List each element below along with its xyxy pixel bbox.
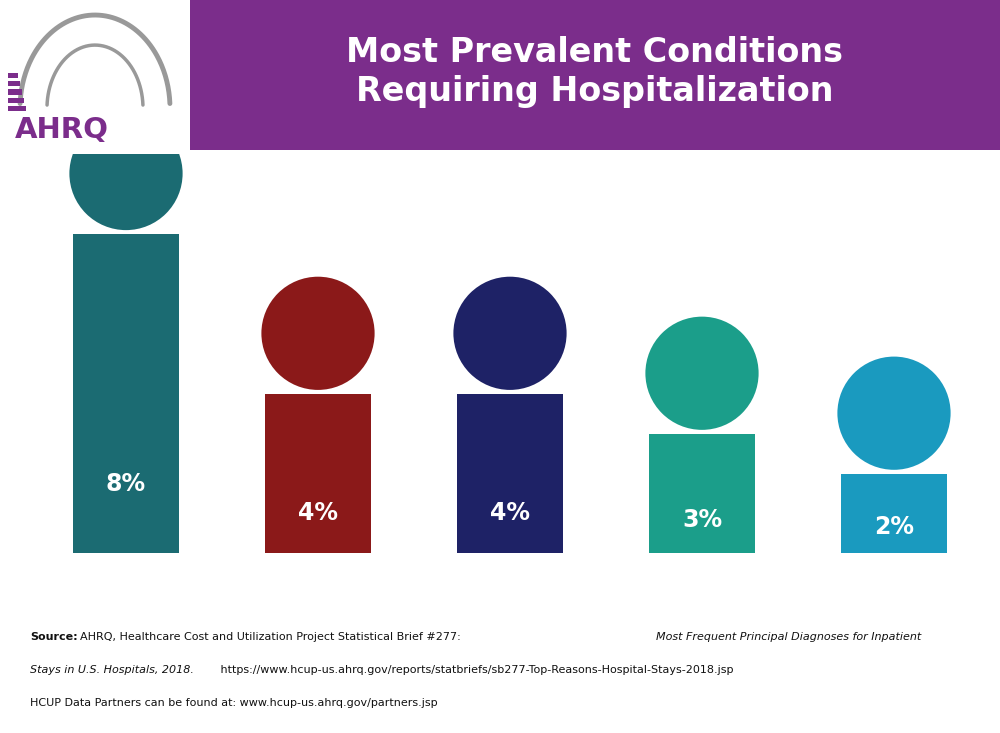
Text: Most Frequent Principal Diagnoses for Inpatient: Most Frequent Principal Diagnoses for In… (656, 632, 921, 642)
Text: 4%: 4% (490, 501, 530, 525)
Ellipse shape (260, 276, 376, 391)
Text: Percent of All Inpatient Stays in 2018: Percent of All Inpatient Stays in 2018 (356, 191, 735, 209)
Bar (841, 474, 947, 553)
Text: 2%: 2% (874, 515, 914, 539)
Ellipse shape (68, 116, 184, 232)
Bar (8, 73, 18, 78)
Text: Diabetes with
Complications: Diabetes with Complications (839, 571, 949, 601)
Bar (265, 394, 371, 553)
Text: Pneumonia: Pneumonia (658, 579, 746, 593)
Bar (0, 0, 190, 150)
Bar (8, 106, 26, 111)
Bar (8, 97, 24, 103)
Text: Osteoarthritis: Osteoarthritis (455, 579, 565, 593)
Ellipse shape (836, 356, 952, 471)
Text: Stays in U.S. Hospitals, 2018.: Stays in U.S. Hospitals, 2018. (30, 665, 194, 675)
Text: Septicemia: Septicemia (83, 579, 169, 593)
Bar (73, 234, 179, 553)
Text: 4%: 4% (298, 501, 338, 525)
Text: AHRQ: AHRQ (15, 117, 109, 144)
Ellipse shape (452, 276, 568, 391)
Text: Heart
Failure: Heart Failure (291, 571, 345, 601)
Text: HCUP Data Partners can be found at: www.hcup-us.ahrq.gov/partners.jsp: HCUP Data Partners can be found at: www.… (30, 698, 438, 708)
Text: AHRQ, Healthcare Cost and Utilization Project Statistical Brief #277:: AHRQ, Healthcare Cost and Utilization Pr… (80, 632, 464, 642)
Text: 3%: 3% (682, 508, 722, 532)
Text: Most Prevalent Conditions
Requiring Hospitalization: Most Prevalent Conditions Requiring Hosp… (347, 36, 844, 108)
Bar (8, 89, 22, 95)
Bar (457, 394, 563, 553)
Text: Source:: Source: (30, 632, 78, 642)
Ellipse shape (644, 315, 760, 431)
Text: 8%: 8% (106, 472, 146, 496)
Bar (649, 433, 755, 553)
Bar (190, 0, 1000, 150)
Text: https://www.hcup-us.ahrq.gov/reports/statbriefs/sb277-Top-Reasons-Hospital-Stays: https://www.hcup-us.ahrq.gov/reports/sta… (217, 665, 734, 675)
Bar (8, 81, 20, 86)
